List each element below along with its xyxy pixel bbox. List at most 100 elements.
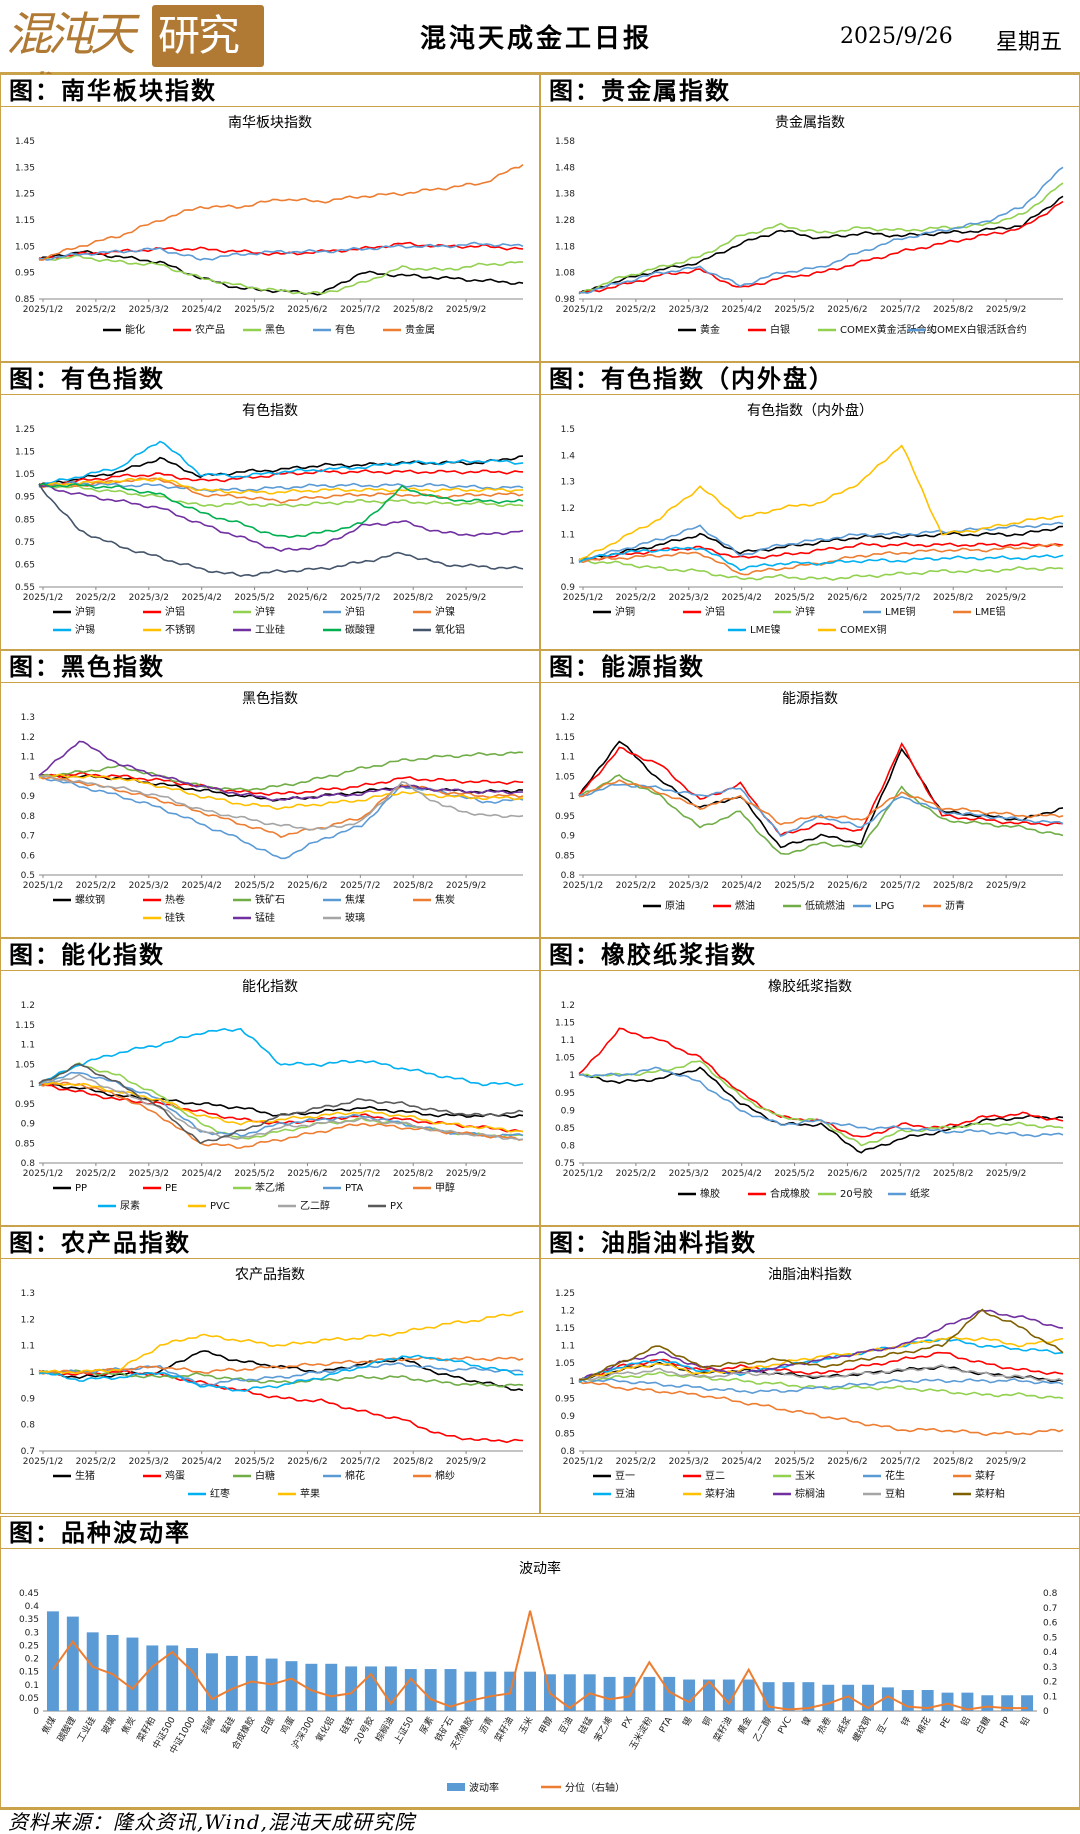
- series-line-鸡蛋: [38, 1369, 524, 1444]
- x-tick-label: 2025/3/2: [129, 1169, 169, 1179]
- category-label: PX: [621, 1716, 635, 1731]
- volatility-bar: [762, 1682, 775, 1711]
- volatility-bar: [1001, 1695, 1014, 1711]
- category-label: 碳酸锂: [55, 1715, 79, 1744]
- x-tick-label: 2025/2/2: [616, 881, 656, 891]
- x-tick-label: 2025/7/2: [340, 1169, 380, 1179]
- y-tick-label: 0.95: [15, 493, 35, 503]
- x-tick-label: 2025/3/2: [129, 305, 169, 315]
- volatility-bar: [484, 1671, 497, 1711]
- volatility-bar: [901, 1690, 914, 1711]
- volatility-bar: [802, 1682, 815, 1711]
- y-tick-label: 0.8: [21, 1159, 36, 1169]
- x-tick-label: 2025/2/2: [76, 1169, 116, 1179]
- y-tick-label: 1: [29, 1368, 35, 1378]
- x-tick-label: 2025/9/2: [986, 593, 1026, 603]
- category-label: 黄金: [735, 1715, 754, 1737]
- y-tick-label: 1.3: [21, 1289, 35, 1299]
- chart-title: 黑色指数: [242, 690, 298, 707]
- series-line-黑色: [38, 254, 524, 295]
- x-tick-label: 2025/6/2: [827, 1169, 867, 1179]
- y-tick-label: 0.9: [561, 832, 576, 842]
- x-tick-label: 2025/8/2: [393, 1457, 433, 1467]
- category-label: 白糖: [973, 1715, 992, 1737]
- category-label: PTA: [658, 1715, 675, 1735]
- panel-heading: 图：能源指数: [541, 651, 1079, 683]
- x-tick-label: 2025/5/2: [234, 1457, 274, 1467]
- legend-label: 沪锌: [795, 605, 815, 618]
- x-tick-label: 2025/4/2: [181, 1457, 221, 1467]
- x-tick-label: 2025/5/2: [234, 1169, 274, 1179]
- series-line-红枣: [38, 1354, 523, 1392]
- line-chart-p6: 能源指数 0.8 0.85 0.9 0.95 1 1.05 1.1 1.15 1.2 2025/1/…: [555, 691, 1064, 912]
- legend-label: 沪锌: [255, 605, 275, 618]
- x-tick-label: 2025/8/2: [393, 305, 433, 315]
- legend-label: 菜籽: [975, 1470, 995, 1482]
- series-line-焦炭: [38, 776, 524, 839]
- category-label: 焦炭: [119, 1715, 138, 1737]
- x-tick-label: 2025/2/2: [76, 305, 116, 315]
- y-right-tick-label: 0: [1043, 1707, 1049, 1717]
- series-line-COMEX黄金活跃合约: [578, 182, 1064, 295]
- line-chart-p2: 贵金属指数 0.98 1.08 1.18 1.28 1.38 1.48 1.58 2025/1/…: [555, 115, 1064, 336]
- category-label: 热卷: [814, 1715, 833, 1737]
- x-tick-label: 2025/3/2: [129, 881, 169, 891]
- category-label: 铅: [1018, 1715, 1033, 1729]
- y-tick-label: 1.18: [555, 242, 575, 252]
- y-left-tick-label: 0.25: [19, 1641, 39, 1651]
- panel-heading: 图：有色指数: [1, 363, 539, 395]
- category-label: 螺纹钢: [850, 1715, 874, 1744]
- y-tick-label: 1.28: [555, 216, 575, 226]
- y-left-tick-label: 0.3: [25, 1628, 39, 1638]
- legend-label: LPG: [875, 901, 894, 912]
- series-line-硅铁: [38, 773, 524, 811]
- volatility-bar: [345, 1666, 358, 1711]
- x-tick-label: 2025/1/2: [23, 1169, 63, 1179]
- panel-heading: 图：有色指数（内外盘）: [541, 363, 1079, 395]
- series-line-热卷: [38, 771, 524, 796]
- legend-label: 焦炭: [435, 893, 455, 906]
- x-tick-label: 2025/4/2: [181, 593, 221, 603]
- x-tick-label: 2025/1/2: [23, 881, 63, 891]
- x-tick-label: 2025/9/2: [986, 1457, 1026, 1467]
- y-tick-label: 0.8: [561, 1447, 576, 1457]
- y-left-tick-label: 0: [33, 1707, 39, 1717]
- legend-label: COMEX铜: [840, 624, 887, 636]
- y-tick-label: 0.65: [15, 560, 35, 570]
- series-line-玻璃: [38, 775, 524, 831]
- y-tick-label: 0.85: [555, 851, 575, 861]
- category-label: 铝: [958, 1715, 973, 1729]
- series-line-沪锡: [38, 440, 524, 488]
- series-line-乙二醇: [38, 1073, 524, 1141]
- legend-label: 菜籽粕: [975, 1487, 1005, 1500]
- series-line-花生: [578, 1378, 1064, 1395]
- y-tick-label: 1.38: [555, 190, 575, 200]
- x-tick-label: 2025/8/2: [933, 305, 973, 315]
- series-line-沪铝: [38, 469, 524, 486]
- volatility-bar: [424, 1669, 437, 1711]
- category-label: 豆油: [556, 1715, 575, 1737]
- volatility-bar: [623, 1676, 636, 1711]
- volatility-bar: [106, 1634, 119, 1711]
- y-tick-label: 0.75: [15, 538, 35, 548]
- category-label: 铜: [700, 1715, 715, 1729]
- legend-label: 黑色: [265, 323, 285, 336]
- legend-label: 黄金: [700, 323, 720, 336]
- panel-heading: 图：黑色指数: [1, 651, 539, 683]
- volatility-bar: [1021, 1695, 1034, 1711]
- volatility-bar: [126, 1637, 139, 1711]
- chart-title: 波动率: [519, 1560, 561, 1577]
- legend-label: 白银: [770, 323, 790, 336]
- volatility-bar: [325, 1663, 338, 1711]
- line-chart-p8: 橡胶纸浆指数 0.75 0.8 0.85 0.9 0.95 1 1.05 1.1 1.15 1.2 2…: [555, 978, 1064, 1200]
- chart-title: 橡胶纸浆指数: [768, 978, 852, 995]
- series-line-白糖: [38, 1369, 524, 1388]
- x-tick-label: 2025/5/2: [774, 1169, 814, 1179]
- x-tick-label: 2025/8/2: [393, 593, 433, 603]
- x-tick-label: 2025/9/2: [446, 305, 486, 315]
- category-label: 玻璃: [99, 1715, 118, 1737]
- logo-box-text: 研究院: [152, 5, 264, 122]
- y-tick-label: 1.05: [555, 1359, 575, 1369]
- legend-label: 焦煤: [345, 893, 365, 906]
- category-label: 焦煤: [39, 1715, 58, 1737]
